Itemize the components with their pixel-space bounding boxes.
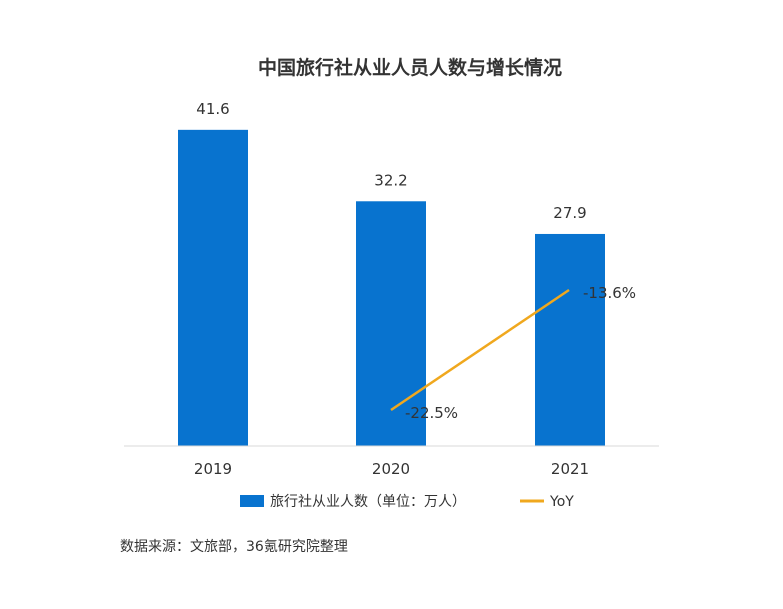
legend-yoy-label: YoY [549, 494, 574, 510]
x-tick-2019: 2019 [194, 460, 232, 478]
bar-value-label-2019: 41.6 [196, 100, 229, 118]
bar-value-label-2021: 27.9 [553, 204, 586, 222]
legend-bar-label: 旅行社从业人数（单位：万人） [270, 494, 466, 510]
bar-value-label-2020: 32.2 [374, 171, 407, 189]
x-tick-2021: 2021 [551, 460, 589, 478]
yoy-line [390, 288, 570, 412]
yoy-line-group: -22.5% -13.6% [390, 284, 636, 422]
x-tick-2020: 2020 [372, 460, 410, 478]
source-note: 数据来源：文旅部，36氪研究院整理 [120, 539, 348, 555]
chart-title: 中国旅行社从业人员人数与增长情况 [258, 56, 562, 79]
bar-2021 [535, 233, 605, 446]
yoy-label-2020: -22.5% [405, 404, 458, 422]
legend: 旅行社从业人数（单位：万人） YoY [240, 494, 574, 510]
legend-bar-swatch [240, 495, 264, 507]
bar-2020 [356, 201, 426, 446]
x-axis-ticks: 2019 2020 2021 [194, 460, 589, 478]
bar-group: 41.6 32.2 27.9 [178, 100, 605, 446]
yoy-label-2021: -13.6% [583, 284, 636, 302]
bar-2019 [178, 129, 248, 446]
